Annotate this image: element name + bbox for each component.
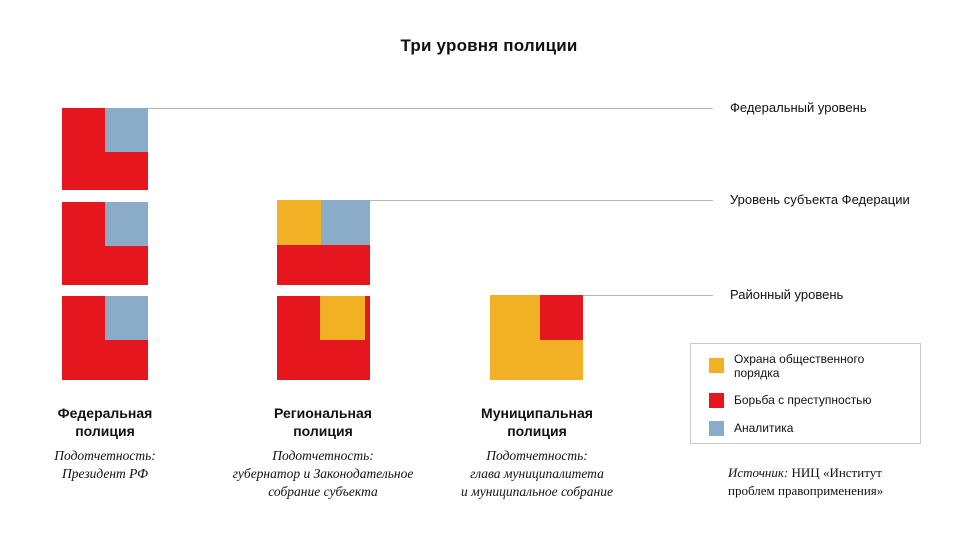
public-order-segment	[320, 296, 365, 340]
analytics-swatch	[709, 420, 724, 436]
legend-label-crime: Борьба с преступностью	[734, 393, 872, 407]
analytics-segment	[105, 296, 148, 340]
analytics-segment	[105, 202, 148, 246]
column-name-regional: Региональная полиция	[274, 405, 372, 440]
public-order-swatch	[709, 358, 724, 373]
chart-title: Три уровня полиции	[400, 36, 578, 55]
federal-block-1	[62, 108, 148, 190]
region-level-line	[370, 200, 713, 201]
regional-block-2	[277, 296, 370, 380]
municipal-block	[490, 295, 583, 380]
regional-block-1	[277, 200, 370, 285]
legend-item-crime: Борьба с преступностью	[709, 392, 902, 408]
district-level-line	[583, 295, 713, 296]
legend-item-public-order: Охрана общественного порядка	[709, 352, 902, 380]
level-label-federal: Федеральный уровень	[730, 100, 867, 115]
source-prefix: Источник:	[728, 465, 789, 480]
source-note: Источник: НИЦ «Институт проблем правопри…	[728, 464, 938, 499]
crime-swatch	[709, 392, 724, 408]
federal-block-3	[62, 296, 148, 380]
column-name-municipal: Муниципальная полиция	[481, 405, 593, 440]
legend-item-analytics: Аналитика	[709, 420, 902, 436]
accountability-regional: Подотчетность: губернатор и Законодатель…	[232, 448, 414, 499]
accountability-federal: Подотчетность: Президент РФ	[54, 448, 156, 481]
level-label-district: Районный уровень	[730, 287, 844, 302]
level-label-region: Уровень субъекта Федерации	[730, 192, 910, 207]
federal-level-line	[148, 108, 713, 109]
accountability-municipal: Подотчетность: глава муниципалитета и му…	[461, 448, 613, 499]
legend-label-analytics: Аналитика	[734, 421, 794, 435]
legend-label-public-order: Охрана общественного порядка	[734, 351, 865, 380]
source-text: НИЦ «Институт проблем правоприменения»	[728, 465, 884, 498]
analytics-segment	[105, 108, 148, 152]
column-name-federal: Федеральная полиция	[57, 405, 153, 440]
crime-segment	[540, 295, 583, 340]
analytics-segment	[321, 200, 370, 245]
legend: Охрана общественного порядка Борьба с пр…	[690, 343, 921, 444]
public-order-segment	[277, 200, 321, 245]
federal-block-2	[62, 202, 148, 285]
